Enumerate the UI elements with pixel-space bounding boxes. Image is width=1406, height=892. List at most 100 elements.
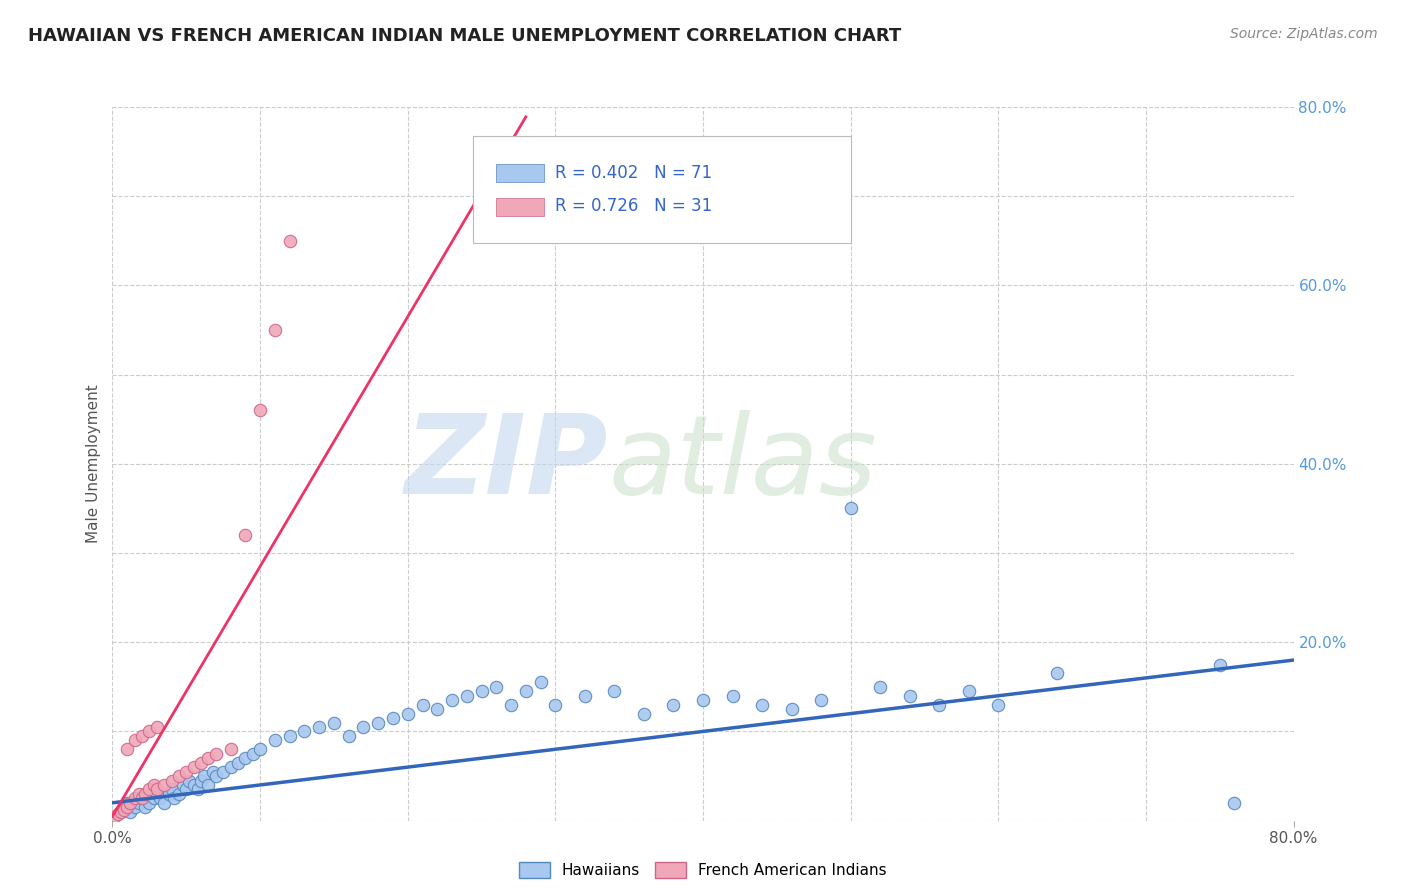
Point	[201, 764, 224, 779]
Point	[810, 693, 832, 707]
Point	[205, 769, 228, 783]
Point	[367, 715, 389, 730]
Point	[441, 693, 464, 707]
Point	[308, 720, 330, 734]
Point	[174, 782, 197, 797]
Point	[264, 323, 287, 337]
Point	[117, 796, 138, 810]
Point	[146, 720, 169, 734]
Point	[134, 787, 156, 801]
Point	[128, 796, 150, 810]
Point	[485, 680, 508, 694]
Point	[142, 791, 165, 805]
Point	[146, 782, 169, 797]
Point	[219, 760, 242, 774]
Point	[751, 698, 773, 712]
Point	[456, 689, 478, 703]
Text: Source: ZipAtlas.com: Source: ZipAtlas.com	[1230, 27, 1378, 41]
Point	[193, 769, 215, 783]
Point	[987, 698, 1010, 712]
Text: R = 0.402   N = 71: R = 0.402 N = 71	[555, 164, 713, 182]
Text: HAWAIIAN VS FRENCH AMERICAN INDIAN MALE UNEMPLOYMENT CORRELATION CHART: HAWAIIAN VS FRENCH AMERICAN INDIAN MALE …	[28, 27, 901, 45]
FancyBboxPatch shape	[496, 198, 544, 216]
Point	[160, 782, 183, 797]
Point	[112, 803, 135, 817]
Point	[721, 689, 744, 703]
Point	[633, 706, 655, 721]
Point	[839, 501, 862, 516]
Point	[470, 684, 494, 698]
Point	[212, 764, 235, 779]
Point	[1223, 796, 1246, 810]
Point	[292, 724, 315, 739]
Point	[134, 800, 156, 814]
Point	[337, 729, 360, 743]
Point	[128, 787, 150, 801]
Legend: Hawaiians, French American Indians: Hawaiians, French American Indians	[513, 856, 893, 884]
Point	[183, 778, 205, 792]
Point	[264, 733, 287, 747]
Point	[226, 756, 249, 770]
Point	[426, 702, 449, 716]
Point	[249, 742, 271, 756]
Point	[138, 724, 160, 739]
Point	[160, 773, 183, 788]
FancyBboxPatch shape	[496, 164, 544, 182]
Point	[124, 800, 146, 814]
Point	[662, 698, 685, 712]
Point	[112, 800, 135, 814]
Point	[205, 747, 228, 761]
Point	[117, 742, 138, 756]
Point	[104, 809, 127, 823]
Point	[131, 791, 153, 805]
Point	[233, 528, 256, 542]
Point	[120, 796, 142, 810]
Point	[574, 689, 596, 703]
Point	[172, 778, 194, 792]
Point	[197, 751, 219, 765]
Point	[187, 782, 209, 797]
Point	[278, 234, 301, 248]
Text: atlas: atlas	[609, 410, 877, 517]
Point	[352, 720, 374, 734]
Point	[190, 756, 212, 770]
Y-axis label: Male Unemployment: Male Unemployment	[86, 384, 101, 543]
Point	[603, 684, 626, 698]
Point	[117, 800, 138, 814]
Point	[515, 684, 537, 698]
Point	[124, 733, 146, 747]
Point	[146, 787, 169, 801]
Point	[928, 698, 950, 712]
Point	[197, 778, 219, 792]
Text: R = 0.726   N = 31: R = 0.726 N = 31	[555, 197, 713, 215]
Point	[153, 796, 176, 810]
Point	[107, 806, 129, 821]
FancyBboxPatch shape	[472, 136, 851, 243]
Point	[153, 778, 176, 792]
Point	[249, 403, 271, 417]
Point	[1046, 666, 1069, 681]
Point	[501, 698, 523, 712]
Point	[131, 791, 153, 805]
Point	[869, 680, 891, 694]
Point	[544, 698, 567, 712]
Point	[780, 702, 803, 716]
Point	[219, 742, 242, 756]
Point	[692, 693, 714, 707]
Text: ZIP: ZIP	[405, 410, 609, 517]
Point	[179, 773, 201, 788]
Point	[120, 805, 142, 819]
Point	[167, 769, 190, 783]
Point	[323, 715, 346, 730]
Point	[396, 706, 419, 721]
Point	[124, 791, 146, 805]
Point	[138, 796, 160, 810]
Point	[242, 747, 264, 761]
Point	[108, 805, 131, 819]
Point	[157, 787, 180, 801]
Point	[382, 711, 405, 725]
Point	[278, 729, 301, 743]
Point	[131, 729, 153, 743]
Point	[110, 805, 132, 819]
Point	[183, 760, 205, 774]
